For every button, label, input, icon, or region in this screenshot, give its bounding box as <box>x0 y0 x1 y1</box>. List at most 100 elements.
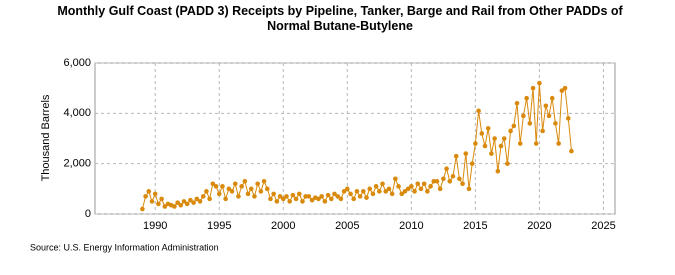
point <box>540 128 545 134</box>
x-tick-label: 2010 <box>399 220 423 232</box>
point <box>280 196 286 202</box>
point <box>335 194 341 199</box>
point <box>364 195 369 200</box>
point <box>274 199 280 204</box>
point <box>200 194 206 199</box>
point <box>533 141 539 146</box>
point <box>431 178 437 184</box>
point <box>268 196 273 202</box>
point <box>569 148 574 154</box>
point <box>245 191 251 197</box>
point <box>498 143 504 149</box>
point <box>300 199 305 204</box>
point <box>556 141 561 146</box>
point <box>184 201 190 207</box>
point <box>437 186 443 192</box>
point <box>354 189 360 194</box>
point <box>255 181 260 187</box>
y-tick-label: 4,000 <box>63 107 91 119</box>
point <box>322 199 328 204</box>
point <box>332 191 337 197</box>
point <box>444 166 449 171</box>
point <box>508 128 513 134</box>
point <box>450 173 456 179</box>
point <box>562 85 568 91</box>
point <box>377 189 382 194</box>
point <box>524 95 529 101</box>
point <box>505 161 510 166</box>
point <box>466 186 472 192</box>
point <box>399 191 405 197</box>
x-tick-label: 2015 <box>463 220 487 232</box>
x-tick-label: 2025 <box>591 220 615 232</box>
point <box>543 103 549 109</box>
point <box>389 191 395 197</box>
point <box>409 184 414 189</box>
y-tick-label: 6,000 <box>63 57 91 69</box>
point <box>521 113 526 119</box>
point <box>220 184 225 189</box>
point <box>229 189 235 194</box>
point <box>271 191 276 197</box>
point <box>207 196 212 202</box>
point <box>415 181 421 187</box>
point <box>453 153 459 159</box>
y-tick-label: 2,000 <box>63 158 91 170</box>
point <box>537 80 542 86</box>
point <box>565 116 571 121</box>
point <box>469 161 475 166</box>
point <box>492 136 497 141</box>
point <box>428 184 433 189</box>
point <box>345 186 350 192</box>
point <box>194 196 200 202</box>
x-tick-label: 1995 <box>207 220 231 232</box>
point <box>306 194 312 199</box>
point <box>527 121 533 126</box>
point <box>284 194 289 199</box>
point <box>143 194 148 199</box>
point <box>162 204 168 209</box>
point <box>473 141 478 146</box>
point <box>412 189 417 194</box>
x-tick-label: 2000 <box>271 220 295 232</box>
point <box>329 196 334 202</box>
point <box>316 196 321 202</box>
point <box>361 189 366 194</box>
point <box>210 181 216 187</box>
point <box>197 199 203 204</box>
y-tick-label: 0 <box>85 208 91 220</box>
point <box>383 189 389 194</box>
point <box>341 189 347 194</box>
point <box>425 189 430 194</box>
point <box>357 194 363 199</box>
point <box>325 192 331 198</box>
point <box>530 85 536 91</box>
point <box>290 192 296 198</box>
point <box>264 186 270 192</box>
point <box>175 200 180 205</box>
point <box>159 196 164 202</box>
point <box>146 189 152 194</box>
point <box>370 191 376 197</box>
x-tick-label: 2005 <box>335 220 359 232</box>
point <box>226 186 232 192</box>
point <box>418 186 424 192</box>
point <box>172 204 177 209</box>
point <box>248 186 254 192</box>
point <box>517 141 523 146</box>
point <box>191 200 196 205</box>
point <box>457 176 462 182</box>
point <box>303 194 308 199</box>
point <box>216 191 222 197</box>
point <box>178 202 184 208</box>
point <box>393 176 398 182</box>
point <box>181 199 187 204</box>
point <box>511 123 517 129</box>
point <box>441 176 446 182</box>
point <box>309 197 315 203</box>
point <box>213 184 219 189</box>
point <box>380 181 385 187</box>
point <box>239 184 244 189</box>
